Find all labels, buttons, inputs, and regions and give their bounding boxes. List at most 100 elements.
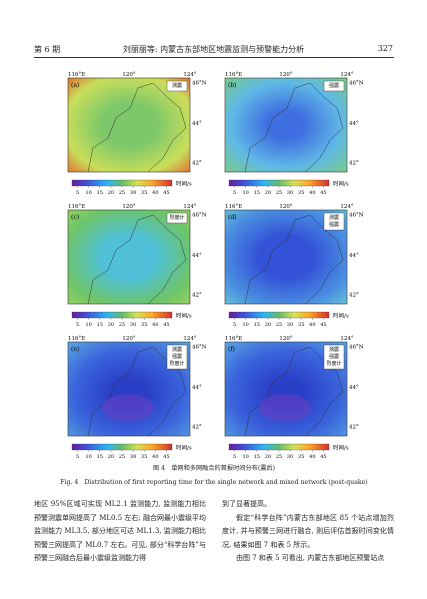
- colorbar-tick-label: 40: [152, 454, 158, 460]
- colorbar-tick-label: 25: [276, 322, 282, 328]
- region-outline: [244, 214, 344, 305]
- paragraph: 由图 7 和表 5 可看出, 内蒙古东部地区预警站点: [236, 554, 385, 563]
- colorbar-tick-label: 45: [320, 454, 326, 460]
- colorbar-tick-label: 5: [76, 322, 79, 328]
- x-axis-label: 120°: [279, 72, 292, 78]
- colorbar-tick-label: 15: [97, 454, 103, 460]
- colorbar-tick-label: 40: [152, 322, 158, 328]
- x-axis-label: 120°: [122, 336, 135, 342]
- colorbar-tick-label: 40: [152, 190, 158, 196]
- x-axis-label: 116°E: [68, 72, 85, 78]
- legend-box: [323, 344, 345, 370]
- y-axis-label: 42°: [349, 161, 359, 167]
- paragraph: 地区 95%区域可实现 ML2.1 监测能力, 监测能力相比预警测震单网提高了 …: [34, 500, 207, 563]
- y-axis-label: 44°: [192, 253, 202, 259]
- purple-area: [102, 394, 154, 422]
- colorbar-tick-label: 5: [76, 190, 79, 196]
- y-axis-label: 42°: [192, 161, 202, 167]
- colorbar-tick-label: 15: [254, 322, 260, 328]
- colorbar-tick-label: 45: [320, 190, 326, 196]
- y-axis-label: 42°: [192, 425, 202, 431]
- colorbar-tick-label: 15: [254, 454, 260, 460]
- y-axis-label: 46°N: [349, 213, 364, 219]
- colorbar-tick-label: 25: [119, 190, 125, 196]
- y-axis-label: 42°: [349, 425, 359, 431]
- colorbar-tick-label: 15: [254, 190, 260, 196]
- legend-entry: 烈度计: [326, 360, 341, 367]
- y-axis-label: 44°: [349, 385, 359, 391]
- colorbar-tick-label: 30: [130, 454, 136, 460]
- colorbar-tick-label: 35: [298, 454, 304, 460]
- legend-entry: 测震: [329, 214, 339, 221]
- colorbar-unit: 时间/s: [333, 312, 349, 320]
- issue: 第 6 期: [34, 45, 61, 54]
- panel-label: (d): [228, 214, 237, 221]
- x-axis-label: 116°E: [68, 204, 85, 210]
- x-axis-label: 120°: [279, 336, 292, 342]
- x-axis-label: 120°: [122, 204, 135, 210]
- colorbar-tick-label: 30: [287, 322, 293, 328]
- legend-box: [166, 344, 188, 370]
- colorbar-tick-label: 35: [298, 190, 304, 196]
- x-axis-label: 116°E: [225, 336, 242, 342]
- colorbar: [71, 311, 173, 319]
- colorbar-tick-label: 20: [108, 322, 114, 328]
- colorbar-tick-label: 45: [163, 322, 169, 328]
- page-number: 327: [377, 44, 393, 53]
- y-axis-label: 44°: [349, 121, 359, 127]
- colorbar-tick-label: 25: [119, 322, 125, 328]
- colorbar-tick-label: 15: [97, 322, 103, 328]
- panel-label: (e): [71, 346, 79, 353]
- x-axis-label: 124°: [183, 204, 196, 210]
- x-axis-label: 120°: [279, 204, 292, 210]
- y-axis-label: 44°: [192, 385, 202, 391]
- y-axis-label: 46°N: [349, 345, 364, 351]
- legend-box: [166, 212, 188, 224]
- colorbar-tick-label: 5: [233, 190, 236, 196]
- colorbar-tick-label: 20: [265, 454, 271, 460]
- colorbar-tick-label: 5: [233, 322, 236, 328]
- colorbar-tick-label: 20: [108, 190, 114, 196]
- running-title: 刘丽丽等: 内蒙古东部地区地震监测与预警能力分析: [122, 45, 305, 54]
- colorbar-tick-label: 25: [276, 454, 282, 460]
- legend-box: [323, 212, 345, 231]
- header-rule: [34, 57, 394, 58]
- legend-entry: 测震: [172, 82, 182, 89]
- colorbar-tick-label: 20: [265, 322, 271, 328]
- x-axis-label: 124°: [183, 336, 196, 342]
- y-axis-label: 42°: [349, 293, 359, 299]
- colorbar-unit: 时间/s: [176, 312, 192, 320]
- region-outline: [87, 214, 187, 305]
- legend-entry: 烈度计: [169, 214, 184, 221]
- colorbar-tick-label: 30: [287, 454, 293, 460]
- colorbar-tick-label: 15: [97, 190, 103, 196]
- colorbar-tick-label: 5: [76, 454, 79, 460]
- panel-label: (a): [71, 82, 79, 89]
- colorbar-tick-label: 35: [141, 454, 147, 460]
- map: [224, 77, 348, 173]
- colorbar: [71, 179, 173, 187]
- colorbar-tick-label: 10: [242, 454, 248, 460]
- colorbar-unit: 时间/s: [333, 444, 349, 452]
- colorbar-tick-label: 35: [141, 322, 147, 328]
- y-axis-label: 46°N: [349, 81, 364, 87]
- colorbar-tick-label: 20: [265, 190, 271, 196]
- colorbar-tick-label: 30: [130, 190, 136, 196]
- colorbar-tick-label: 10: [242, 322, 248, 328]
- legend-box: [323, 80, 345, 92]
- paragraph: 假定“科学台阵”内蒙古东部地区 85 个站点增加烈度计, 并与预警三网进行融合,…: [222, 513, 394, 549]
- colorbar-tick-label: 10: [85, 454, 91, 460]
- caption-cn: 图 4 单网和多网融合的首报时间分布(震后): [152, 465, 276, 472]
- colorbar-tick-label: 10: [242, 190, 248, 196]
- panel-label: (b): [228, 82, 237, 89]
- map: [67, 77, 191, 173]
- region-outline: [244, 82, 344, 173]
- colorbar: [228, 443, 330, 451]
- colorbar: [228, 311, 330, 319]
- y-axis-label: 46°N: [192, 345, 207, 351]
- x-axis-label: 116°E: [225, 204, 242, 210]
- colorbar-tick-label: 25: [119, 454, 125, 460]
- colorbar-tick-label: 45: [163, 454, 169, 460]
- colorbar-tick-label: 40: [309, 190, 315, 196]
